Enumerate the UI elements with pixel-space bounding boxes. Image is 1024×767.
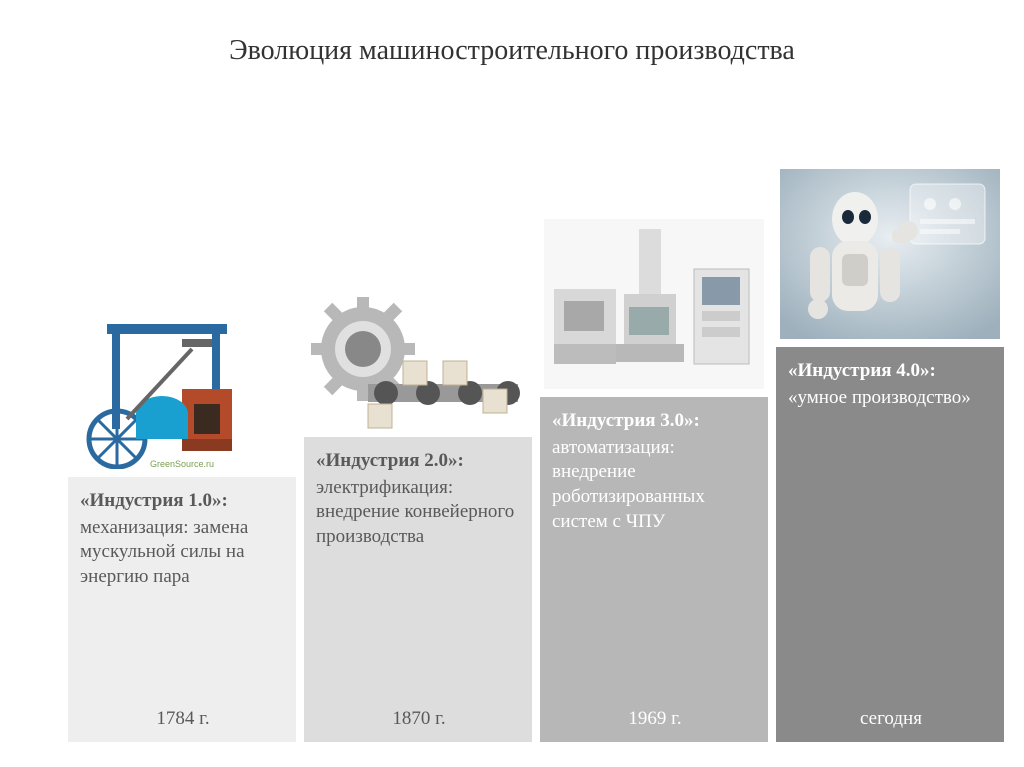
- column-4: «Индустрия 4.0»: «умное производство» се…: [776, 169, 1004, 742]
- column-3: «Индустрия 3.0»: автоматизация: внедрени…: [540, 219, 768, 742]
- image-industry-2: [304, 289, 532, 429]
- description-4: «умное производство»: [788, 386, 994, 411]
- image-industry-3: [540, 219, 768, 389]
- image-industry-4: [776, 169, 1004, 339]
- text-box-4: «Индустрия 4.0»: «умное производство» се…: [776, 347, 1004, 742]
- text-box-1: «Индустрия 1.0»: механизация: замена мус…: [68, 477, 296, 742]
- heading-3: «Индустрия 3.0»:: [552, 409, 758, 434]
- svg-text:GreenSource.ru: GreenSource.ru: [150, 459, 214, 469]
- heading-1: «Индустрия 1.0»:: [80, 489, 286, 514]
- year-4: сегодня: [788, 708, 994, 734]
- description-3: автоматизация: внедрение роботизированны…: [552, 436, 758, 535]
- year-3: 1969 г.: [552, 708, 758, 734]
- image-industry-1: GreenSource.ru: [68, 309, 296, 469]
- year-2: 1870 г.: [316, 708, 522, 734]
- column-1: GreenSource.ru «Индустрия 1.0»: механиза…: [68, 309, 296, 742]
- steam-engine-icon: GreenSource.ru: [68, 309, 296, 469]
- text-box-3: «Индустрия 3.0»: автоматизация: внедрени…: [540, 397, 768, 742]
- heading-2: «Индустрия 2.0»:: [316, 449, 522, 474]
- text-content-4: «Индустрия 4.0»: «умное производство»: [788, 359, 994, 410]
- text-content-3: «Индустрия 3.0»: автоматизация: внедрени…: [552, 409, 758, 534]
- description-1: механизация: замена мускульной силы на э…: [80, 516, 286, 590]
- text-content-1: «Индустрия 1.0»: механизация: замена мус…: [80, 489, 286, 590]
- text-box-2: «Индустрия 2.0»: электрификация: внедрен…: [304, 437, 532, 742]
- gear-conveyor-icon: [304, 289, 532, 429]
- year-1: 1784 г.: [80, 708, 286, 734]
- heading-4: «Индустрия 4.0»:: [788, 359, 994, 384]
- robot-ai-icon: [776, 169, 1004, 339]
- page-title: Эволюция машиностроительного производств…: [0, 0, 1024, 67]
- column-2: «Индустрия 2.0»: электрификация: внедрен…: [304, 289, 532, 742]
- cnc-machines-icon: [540, 219, 768, 389]
- text-content-2: «Индустрия 2.0»: электрификация: внедрен…: [316, 449, 522, 550]
- description-2: электрификация: внедрение конвейерного п…: [316, 476, 522, 550]
- columns-container: GreenSource.ru «Индустрия 1.0»: механиза…: [68, 169, 1004, 742]
